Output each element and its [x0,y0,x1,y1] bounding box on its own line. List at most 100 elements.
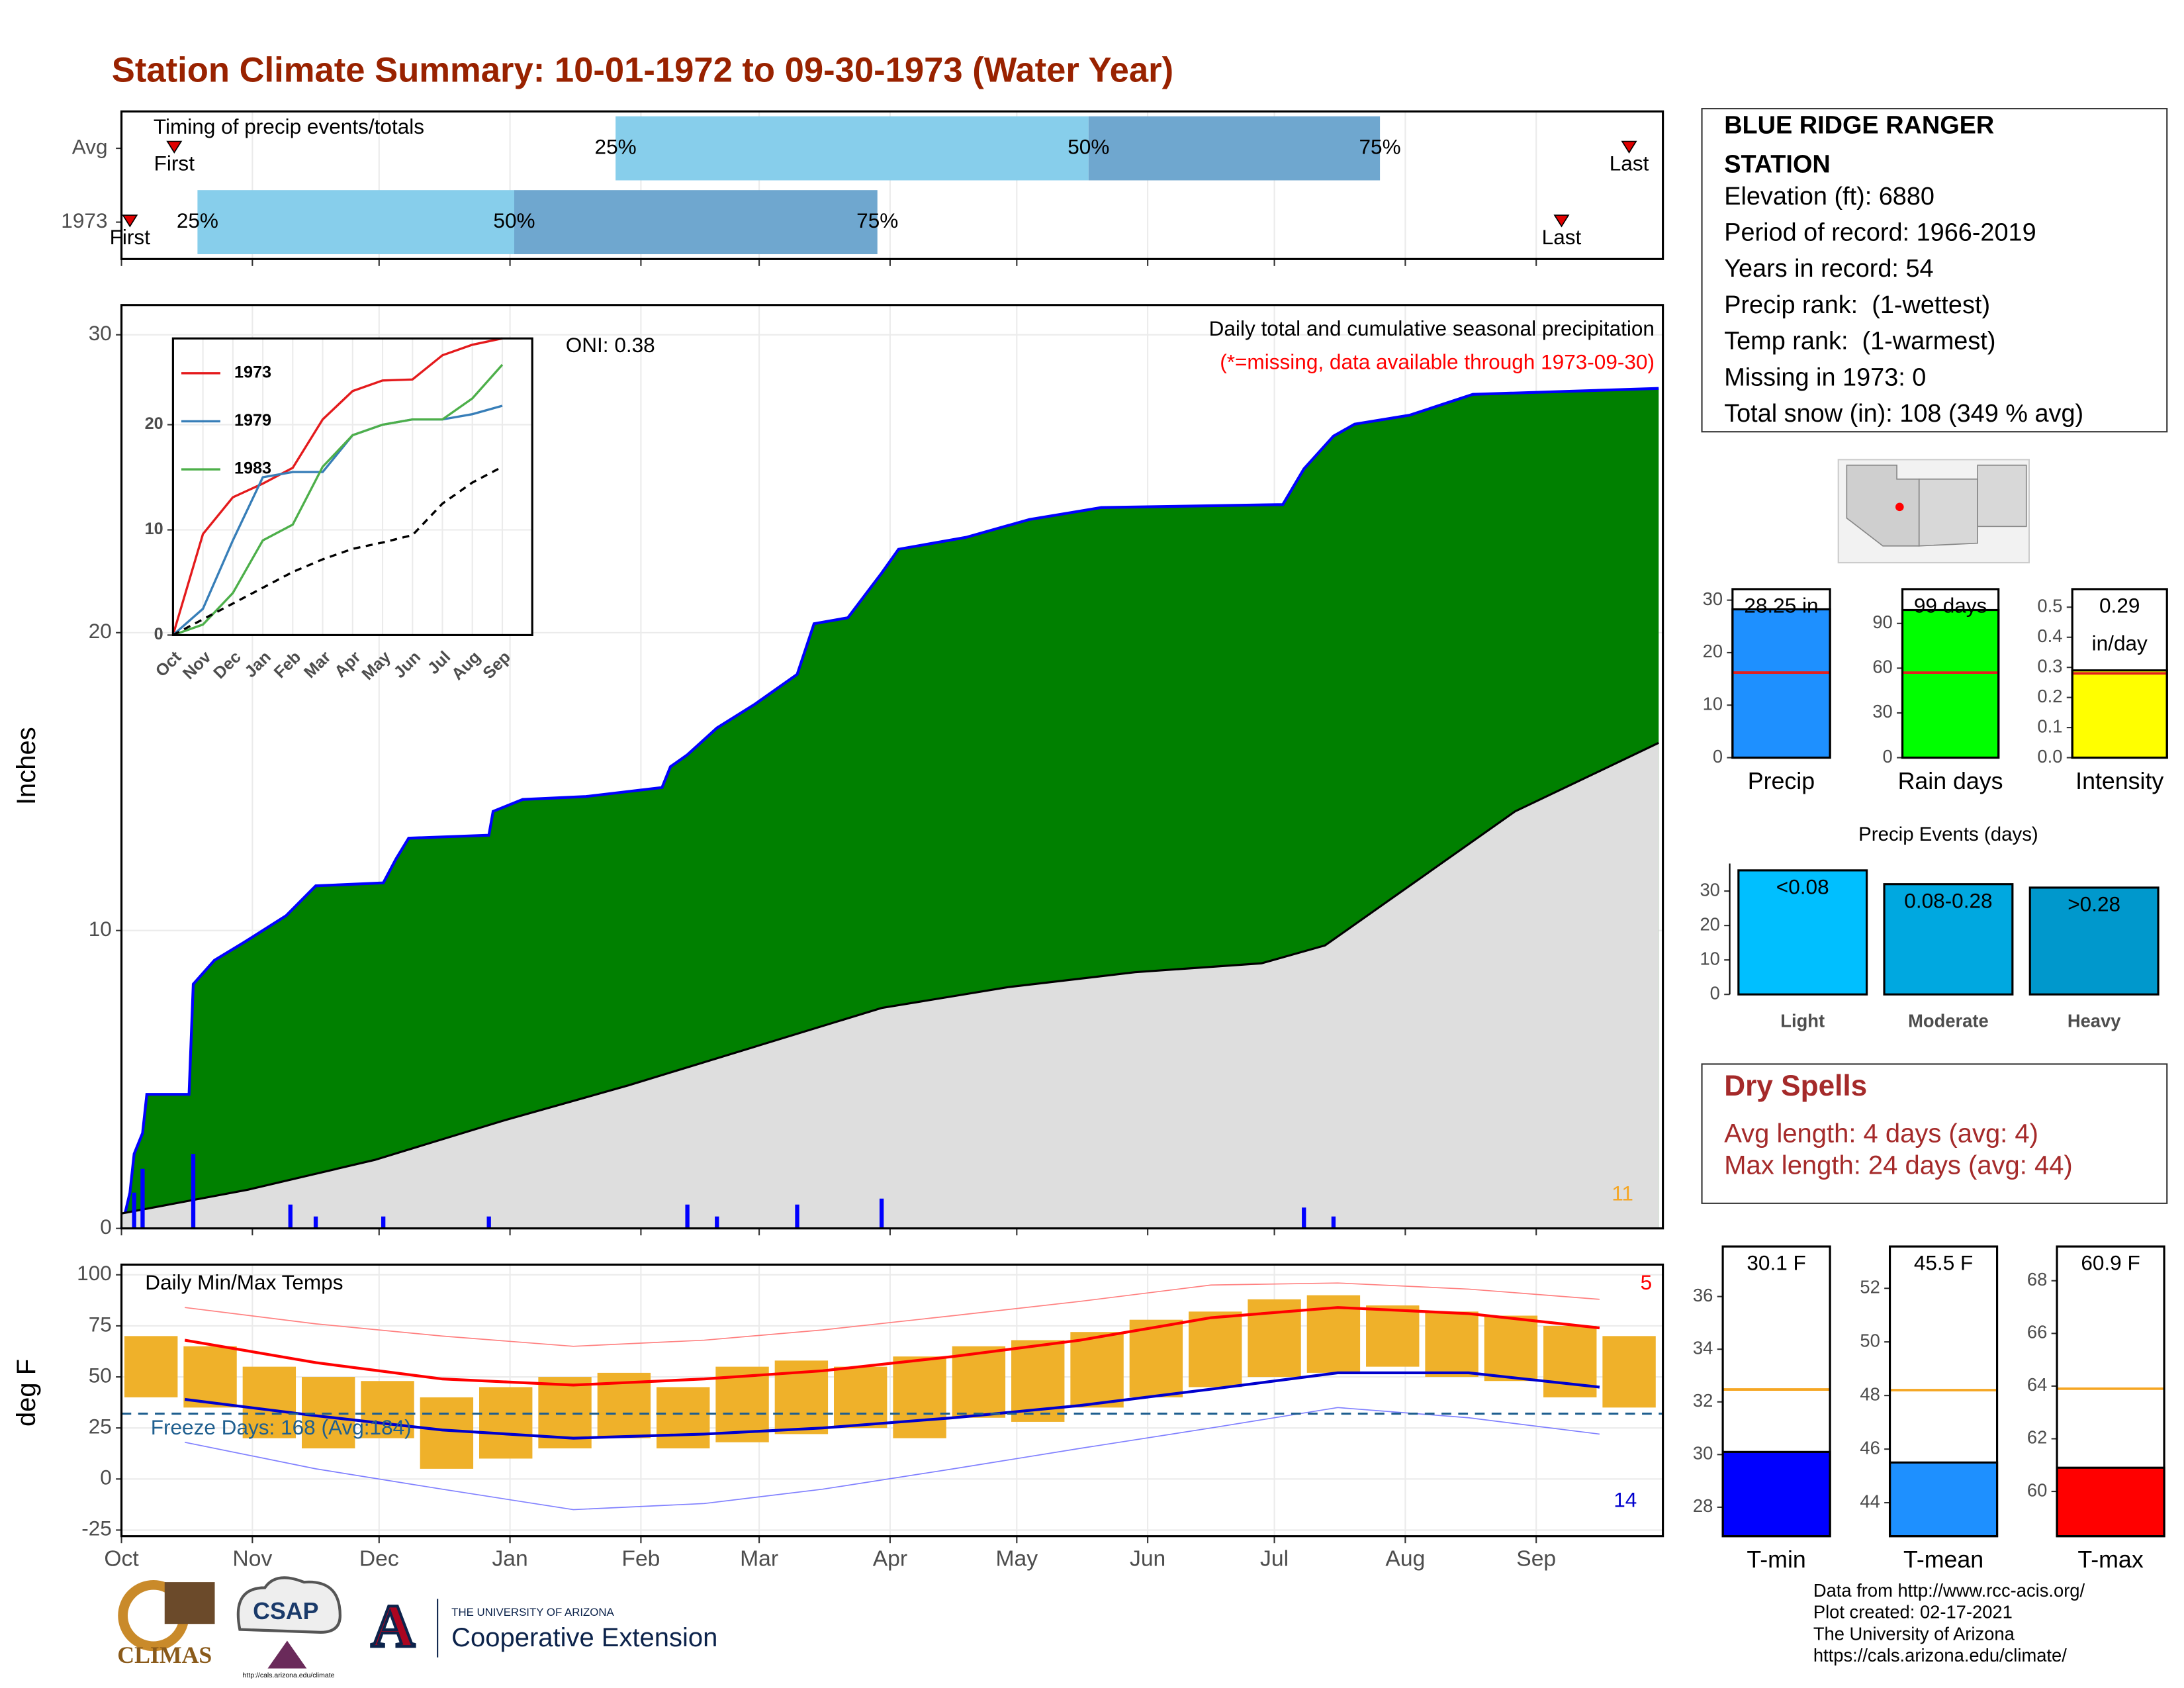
quartile-label: 75% [1359,134,1401,158]
y-tick-label: 68 [2027,1269,2047,1289]
y-tick-label: Avg [72,134,108,158]
y-tick-label: 25 [89,1415,112,1438]
daily-bar [1302,1207,1306,1229]
station-line: Years in record: 54 [1724,255,1933,283]
temp-line [185,1407,1600,1511]
temp-range-bar [420,1397,474,1469]
daily-bar [191,1154,196,1229]
high-count: 5 [1641,1270,1653,1294]
y-tick-label: 20 [145,414,163,433]
y-tick-label: 60 [2027,1479,2047,1500]
bar [1737,869,1868,996]
low-count: 14 [1614,1487,1637,1511]
gauge-label: Intensity [2075,768,2163,794]
x-tick-label: Sep [1516,1546,1556,1571]
climas-icon [164,1582,215,1624]
state-map [1837,459,2030,564]
quartile-label: 25% [177,209,218,232]
y-tick-label: 10 [1703,693,1723,714]
bar [2028,886,2160,996]
x-tick-label: Dec [359,1546,399,1571]
temp-range-bar [124,1336,178,1397]
legend-label: 1973 [234,363,271,382]
map-state [1977,464,2027,528]
marker-label: Last [1610,152,1649,175]
series-line [172,404,503,636]
temp-line [185,1282,1600,1347]
gauge-label: T-mean [1903,1546,1983,1573]
station-line: Elevation (ft): 6880 [1724,183,1934,211]
y-tick-label: 1973 [61,209,107,232]
station-line: Period of record: 1966-2019 [1724,218,2036,246]
plot-frame [120,1263,1664,1538]
gauge-bar [1731,608,1831,759]
temp-range-bar [715,1366,769,1442]
y-tick-label: 90 [1872,612,1892,632]
y-tick-label: 0 [154,625,163,643]
y-tick-label: 0 [1710,982,1720,1003]
temp-range-bar [1366,1305,1420,1367]
temp-range-bar [893,1356,946,1438]
dry-spells-line: Avg length: 4 days (avg: 4) [1724,1119,2038,1148]
climas-text: CLIMAS [117,1642,212,1668]
gauge-bar [1721,1450,1831,1538]
daily-bar [132,1192,136,1229]
temp-range-bar [183,1346,237,1408]
oni-label: ONI: 0.38 [566,333,655,357]
y-tick-label: 0 [1883,746,1893,767]
dry-spells-line: Max length: 24 days (avg: 44) [1724,1151,2073,1180]
temp-range-bar [1425,1311,1479,1378]
range-label: >0.28 [2068,892,2120,916]
quartile-label: 50% [1068,134,1109,158]
station-line: Precip rank: (1-wettest) [1724,291,1990,319]
daily-bar [381,1216,386,1229]
station-line: Temp rank: (1-warmest) [1724,328,1995,355]
y-tick-label: 30 [89,321,112,345]
gauge-label: Rain days [1898,768,2003,794]
y-tick-label: 0.3 [2037,655,2062,676]
y-axis-label: deg F [12,1359,41,1427]
station-title: BLUE RIDGE RANGER [1724,111,1994,139]
station-box [1701,108,2168,433]
csap-text: CSAP [253,1598,318,1624]
y-tick-label: 36 [1693,1285,1713,1305]
temp-range-bar [834,1366,887,1429]
gauge-bar [2071,669,2168,759]
chart-title: Precip Events (days) [1858,823,2038,845]
x-tick-label: Apr [873,1546,907,1571]
ua-small: THE UNIVERSITY OF ARIZONA [451,1606,614,1618]
dry-spells-box [1701,1063,2168,1204]
event-marker [122,214,138,228]
gauge-bar [2056,1466,2165,1538]
gauge-value-label: 60.9 F [2081,1251,2140,1275]
station-dot [1895,502,1904,512]
y-tick-label: 30 [1703,588,1723,609]
y-tick-label: -25 [81,1517,112,1540]
quartile-bar [514,190,878,254]
temp-range-bar [952,1346,1006,1418]
y-tick-label: 0.2 [2037,686,2062,706]
gauge-value-label: 45.5 F [1914,1251,1973,1275]
footer-line: The University of Arizona [1813,1623,2015,1644]
daily-bar [486,1216,491,1229]
event-marker [1553,214,1570,228]
gauge-label: T-min [1747,1546,1805,1573]
gauge-frame [1731,588,1831,759]
temp-range-bar [361,1381,414,1438]
daily-bar [313,1216,318,1229]
timing-title: Timing of precip events/totals [154,115,424,138]
y-tick-label: 75 [89,1312,112,1336]
event-marker [1621,140,1637,154]
marker-label: First [154,152,195,175]
daily-bar [795,1204,799,1229]
quartile-bar [197,190,514,254]
plot-frame [120,304,1664,1230]
y-tick-label: 10 [89,917,112,941]
page-title: Station Climate Summary: 10-01-1972 to 0… [112,50,1173,89]
y-tick-label: 62 [2027,1427,2047,1448]
ua-letter: A [371,1593,415,1660]
cumulative-line [120,387,1659,1229]
x-tick-label: Moderate [1908,1011,1989,1031]
y-tick-label: 60 [1872,657,1892,677]
map-state [1918,478,1978,547]
